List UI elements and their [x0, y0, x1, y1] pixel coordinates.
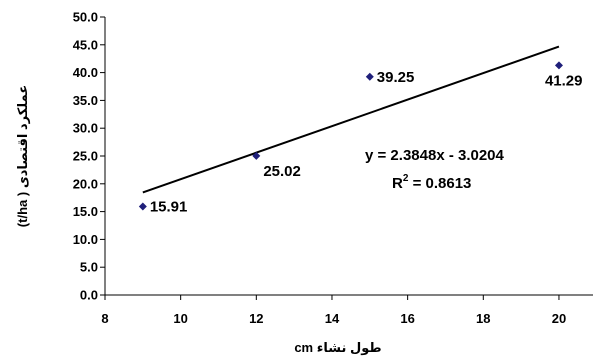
y-axis-label: عملکرد اقتصادی ( t/ha) [15, 85, 30, 227]
x-axis-ticks: 8 10 12 14 16 18 20 [101, 295, 566, 326]
data-point [252, 151, 261, 160]
trendline-equation: y = 2.3848x - 3.0204 [365, 147, 505, 164]
y-tick-label: 50.0 [73, 10, 98, 25]
y-tick-label: 40.0 [73, 65, 98, 80]
data-point [138, 202, 147, 211]
y-axis-ticks: 0.0 5.0 10.0 15.0 20.0 25.0 30.0 35.0 40.0 45.0 50… [73, 10, 105, 303]
y-tick-label: 20.0 [73, 176, 98, 191]
y-tick-label: 35.0 [73, 93, 98, 108]
x-tick-label: 10 [173, 311, 187, 326]
x-tick-label: 16 [400, 311, 414, 326]
data-label: 15.91 [150, 199, 188, 216]
data-label: 39.25 [377, 69, 415, 86]
data-label: 25.02 [263, 163, 301, 180]
trendline [142, 45, 560, 194]
r-squared-label: R2 = 0.8613 [392, 173, 471, 192]
x-tick-label: 18 [476, 311, 490, 326]
x-tick-label: 8 [101, 311, 108, 326]
y-tick-label: 5.0 [80, 260, 98, 275]
y-tick-label: 25.0 [73, 149, 98, 164]
y-tick-label: 0.0 [80, 288, 98, 303]
x-tick-label: 12 [249, 311, 263, 326]
data-label: 41.29 [545, 72, 583, 89]
r-squared-superscript: 2 [403, 173, 409, 184]
y-tick-label: 45.0 [73, 37, 98, 52]
x-axis-label: طول نشاء cm [294, 340, 381, 355]
data-labels: 15.91 25.02 39.25 41.29 [150, 69, 583, 216]
x-tick-label: 14 [325, 311, 340, 326]
x-tick-label: 20 [552, 311, 566, 326]
data-point [554, 61, 563, 70]
y-tick-label: 30.0 [73, 121, 98, 136]
data-points [138, 61, 563, 211]
y-tick-label: 10.0 [73, 232, 98, 247]
data-point [365, 72, 374, 81]
y-tick-label: 15.0 [73, 204, 98, 219]
